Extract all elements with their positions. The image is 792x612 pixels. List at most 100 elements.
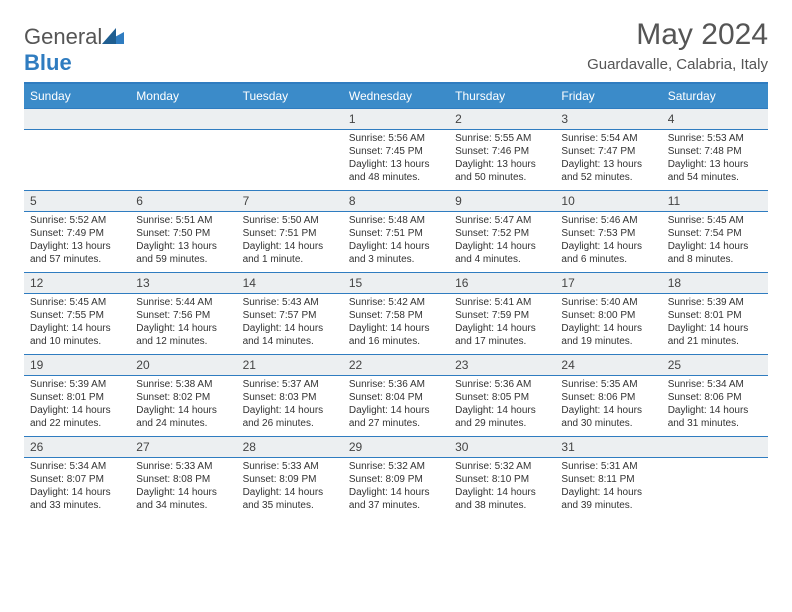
info-line: and 34 minutes. bbox=[136, 499, 230, 512]
day-cell-num bbox=[130, 109, 236, 130]
info-line: Sunrise: 5:38 AM bbox=[136, 378, 230, 391]
day-number: 18 bbox=[662, 273, 768, 293]
day-number-empty bbox=[237, 109, 343, 129]
info-line: Daylight: 13 hours bbox=[561, 158, 655, 171]
info-line: Sunrise: 5:32 AM bbox=[455, 460, 549, 473]
info-row: Sunrise: 5:34 AMSunset: 8:07 PMDaylight:… bbox=[24, 458, 768, 519]
calendar-table: Sunday Monday Tuesday Wednesday Thursday… bbox=[24, 84, 768, 518]
daynum-row: 262728293031 bbox=[24, 437, 768, 458]
info-line: Sunset: 7:51 PM bbox=[243, 227, 337, 240]
info-line: Sunrise: 5:56 AM bbox=[349, 132, 443, 145]
info-line: Sunset: 7:46 PM bbox=[455, 145, 549, 158]
info-line: Daylight: 14 hours bbox=[243, 240, 337, 253]
info-line: and 33 minutes. bbox=[30, 499, 124, 512]
calendar-body: 1234Sunrise: 5:56 AMSunset: 7:45 PMDayli… bbox=[24, 109, 768, 519]
day-cell-info: Sunrise: 5:33 AMSunset: 8:08 PMDaylight:… bbox=[130, 458, 236, 519]
day-cell-info: Sunrise: 5:44 AMSunset: 7:56 PMDaylight:… bbox=[130, 294, 236, 355]
brand-text: GeneralBlue bbox=[24, 24, 124, 76]
day-info: Sunrise: 5:40 AMSunset: 8:00 PMDaylight:… bbox=[555, 294, 661, 354]
info-line: Sunset: 8:03 PM bbox=[243, 391, 337, 404]
brand-part1: General bbox=[24, 24, 102, 49]
info-line: Daylight: 14 hours bbox=[243, 322, 337, 335]
info-line: Daylight: 14 hours bbox=[30, 404, 124, 417]
info-line: Sunset: 7:56 PM bbox=[136, 309, 230, 322]
info-line: and 50 minutes. bbox=[455, 171, 549, 184]
day-cell-num: 15 bbox=[343, 273, 449, 294]
day-cell-info: Sunrise: 5:51 AMSunset: 7:50 PMDaylight:… bbox=[130, 212, 236, 273]
info-line: Daylight: 14 hours bbox=[243, 486, 337, 499]
info-line: Daylight: 13 hours bbox=[136, 240, 230, 253]
day-number: 5 bbox=[24, 191, 130, 211]
day-info: Sunrise: 5:56 AMSunset: 7:45 PMDaylight:… bbox=[343, 130, 449, 190]
info-line: Sunset: 8:11 PM bbox=[561, 473, 655, 486]
day-info-empty bbox=[130, 130, 236, 184]
day-number: 24 bbox=[555, 355, 661, 375]
day-cell-num: 9 bbox=[449, 191, 555, 212]
day-number: 17 bbox=[555, 273, 661, 293]
day-info: Sunrise: 5:37 AMSunset: 8:03 PMDaylight:… bbox=[237, 376, 343, 436]
day-info: Sunrise: 5:50 AMSunset: 7:51 PMDaylight:… bbox=[237, 212, 343, 272]
day-cell-num: 26 bbox=[24, 437, 130, 458]
info-line: Sunset: 7:45 PM bbox=[349, 145, 443, 158]
info-line: Sunrise: 5:43 AM bbox=[243, 296, 337, 309]
day-number: 31 bbox=[555, 437, 661, 457]
info-line: Sunset: 8:06 PM bbox=[668, 391, 762, 404]
info-line: Daylight: 14 hours bbox=[668, 404, 762, 417]
info-line: Sunrise: 5:32 AM bbox=[349, 460, 443, 473]
day-number: 3 bbox=[555, 109, 661, 129]
day-info: Sunrise: 5:33 AMSunset: 8:08 PMDaylight:… bbox=[130, 458, 236, 518]
day-cell-info: Sunrise: 5:55 AMSunset: 7:46 PMDaylight:… bbox=[449, 130, 555, 191]
day-cell-num: 25 bbox=[662, 355, 768, 376]
day-cell-info: Sunrise: 5:32 AMSunset: 8:10 PMDaylight:… bbox=[449, 458, 555, 519]
info-line: Sunrise: 5:33 AM bbox=[243, 460, 337, 473]
day-number-empty bbox=[130, 109, 236, 129]
calendar-page: GeneralBlue May 2024 Guardavalle, Calabr… bbox=[0, 0, 792, 612]
info-line: and 52 minutes. bbox=[561, 171, 655, 184]
day-cell-info: Sunrise: 5:33 AMSunset: 8:09 PMDaylight:… bbox=[237, 458, 343, 519]
location-text: Guardavalle, Calabria, Italy bbox=[587, 56, 768, 73]
info-line: Sunset: 7:52 PM bbox=[455, 227, 549, 240]
info-line: Sunrise: 5:35 AM bbox=[561, 378, 655, 391]
info-line: Daylight: 14 hours bbox=[136, 322, 230, 335]
daynum-row: 12131415161718 bbox=[24, 273, 768, 294]
info-line: and 38 minutes. bbox=[455, 499, 549, 512]
info-line: Sunset: 7:59 PM bbox=[455, 309, 549, 322]
day-info: Sunrise: 5:53 AMSunset: 7:48 PMDaylight:… bbox=[662, 130, 768, 190]
info-line: Daylight: 14 hours bbox=[349, 486, 443, 499]
day-cell-num bbox=[662, 437, 768, 458]
day-cell-info: Sunrise: 5:34 AMSunset: 8:07 PMDaylight:… bbox=[24, 458, 130, 519]
day-number: 23 bbox=[449, 355, 555, 375]
day-cell-num: 31 bbox=[555, 437, 661, 458]
day-info: Sunrise: 5:47 AMSunset: 7:52 PMDaylight:… bbox=[449, 212, 555, 272]
day-cell-num bbox=[237, 109, 343, 130]
info-line: and 16 minutes. bbox=[349, 335, 443, 348]
day-info: Sunrise: 5:34 AMSunset: 8:07 PMDaylight:… bbox=[24, 458, 130, 518]
day-number: 22 bbox=[343, 355, 449, 375]
info-line: and 37 minutes. bbox=[349, 499, 443, 512]
info-line: Sunrise: 5:45 AM bbox=[30, 296, 124, 309]
info-line: Sunrise: 5:52 AM bbox=[30, 214, 124, 227]
day-cell-num: 29 bbox=[343, 437, 449, 458]
day-cell-num: 1 bbox=[343, 109, 449, 130]
day-header: Monday bbox=[130, 84, 236, 109]
day-number: 21 bbox=[237, 355, 343, 375]
day-number: 19 bbox=[24, 355, 130, 375]
info-line: Daylight: 14 hours bbox=[668, 240, 762, 253]
day-cell-info: Sunrise: 5:37 AMSunset: 8:03 PMDaylight:… bbox=[237, 376, 343, 437]
info-line: and 6 minutes. bbox=[561, 253, 655, 266]
day-cell-info: Sunrise: 5:54 AMSunset: 7:47 PMDaylight:… bbox=[555, 130, 661, 191]
daynum-row: 19202122232425 bbox=[24, 355, 768, 376]
info-line: Daylight: 14 hours bbox=[561, 486, 655, 499]
info-line: Daylight: 14 hours bbox=[668, 322, 762, 335]
info-line: Sunrise: 5:47 AM bbox=[455, 214, 549, 227]
day-info: Sunrise: 5:41 AMSunset: 7:59 PMDaylight:… bbox=[449, 294, 555, 354]
info-line: Daylight: 14 hours bbox=[136, 404, 230, 417]
info-line: and 48 minutes. bbox=[349, 171, 443, 184]
day-cell-info: Sunrise: 5:48 AMSunset: 7:51 PMDaylight:… bbox=[343, 212, 449, 273]
day-cell-num: 5 bbox=[24, 191, 130, 212]
info-line: Sunset: 8:00 PM bbox=[561, 309, 655, 322]
info-line: Daylight: 14 hours bbox=[455, 404, 549, 417]
day-number: 4 bbox=[662, 109, 768, 129]
info-line: Sunrise: 5:50 AM bbox=[243, 214, 337, 227]
day-cell-num: 27 bbox=[130, 437, 236, 458]
